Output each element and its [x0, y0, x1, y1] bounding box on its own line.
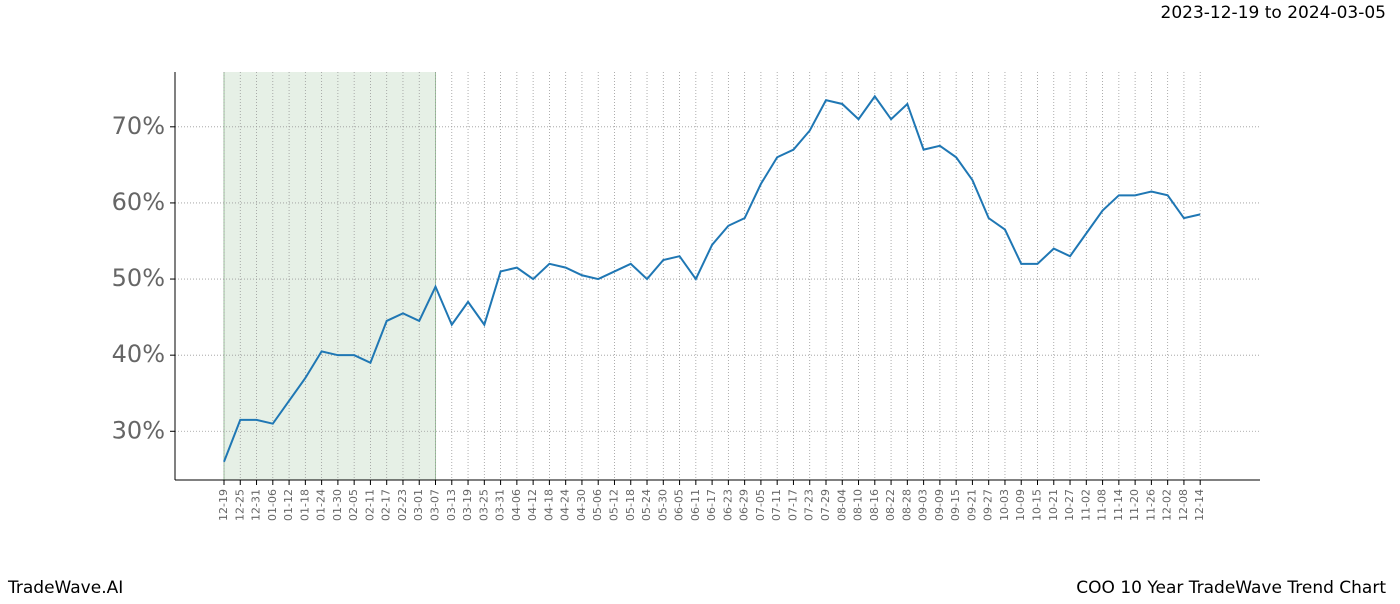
- y-tick-label: 40%: [112, 340, 165, 368]
- date-range: 2023-12-19 to 2024-03-05: [1161, 3, 1386, 23]
- x-tick-label: 04-30: [575, 489, 588, 521]
- x-tick-label: 09-09: [933, 489, 946, 521]
- x-tick-label: 12-25: [233, 489, 246, 521]
- x-tick-label: 12-14: [1193, 489, 1206, 521]
- x-tick-label: 01-24: [315, 489, 328, 521]
- x-tick-label: 01-06: [266, 489, 279, 521]
- x-tick-label: 03-31: [494, 489, 507, 521]
- x-tick-label: 05-30: [656, 489, 669, 521]
- x-tick-label: 10-15: [1031, 489, 1044, 521]
- x-tick-label: 09-27: [982, 489, 995, 521]
- x-tick-label: 02-23: [396, 489, 409, 521]
- x-tick-label: 11-02: [1079, 489, 1092, 521]
- x-tick-label: 04-06: [510, 489, 523, 521]
- x-tick-label: 08-22: [884, 489, 897, 521]
- x-tick-label: 04-18: [542, 489, 555, 521]
- x-tick-label: 03-19: [461, 489, 474, 521]
- x-tick-label: 11-20: [1128, 489, 1141, 521]
- x-tick-label: 11-14: [1112, 489, 1125, 521]
- x-tick-label: 05-24: [640, 489, 653, 521]
- x-tick-label: 03-07: [429, 489, 442, 521]
- x-tick-label: 06-05: [673, 489, 686, 521]
- x-tick-label: 12-08: [1177, 489, 1190, 521]
- chart-title: COO 10 Year TradeWave Trend Chart: [1076, 578, 1386, 598]
- x-tick-label: 02-17: [380, 489, 393, 521]
- x-tick-label: 09-03: [917, 489, 930, 521]
- x-tick-label: 06-29: [738, 489, 751, 521]
- x-tick-label: 03-25: [477, 489, 490, 521]
- trend-line: [223, 94, 1201, 463]
- x-tick-label: 05-12: [607, 489, 620, 521]
- x-tick-label: 08-28: [900, 489, 913, 521]
- x-tick-label: 11-26: [1144, 489, 1157, 521]
- x-tick-label: 01-30: [331, 489, 344, 521]
- y-tick-label: 50%: [112, 264, 165, 292]
- x-tick-label: 06-23: [721, 489, 734, 521]
- x-tick-label: 05-18: [624, 489, 637, 521]
- y-tick-label: 70%: [112, 112, 165, 140]
- x-tick-label: 07-17: [786, 489, 799, 521]
- x-tick-label: 02-11: [363, 489, 376, 521]
- x-tick-label: 10-03: [998, 489, 1011, 521]
- x-tick-label: 03-13: [445, 489, 458, 521]
- x-tick-label: 04-24: [559, 489, 572, 521]
- x-tick-label: 12-19: [217, 489, 230, 521]
- x-tick-label: 11-08: [1096, 489, 1109, 521]
- x-tick-label: 08-16: [868, 489, 881, 521]
- x-tick-label: 07-05: [754, 489, 767, 521]
- y-tick-label: 30%: [112, 416, 165, 444]
- x-tick-label: 09-15: [949, 489, 962, 521]
- x-tick-label: 08-04: [835, 489, 848, 521]
- x-tick-label: 02-05: [347, 489, 360, 521]
- shaded-region: [224, 72, 436, 480]
- x-tick-label: 01-12: [282, 489, 295, 521]
- x-tick-label: 07-11: [770, 489, 783, 521]
- x-tick-label: 12-02: [1161, 489, 1174, 521]
- x-tick-label: 05-06: [591, 489, 604, 521]
- x-tick-label: 09-21: [965, 489, 978, 521]
- x-tick-label: 07-29: [819, 489, 832, 521]
- x-tick-label: 10-21: [1047, 489, 1060, 521]
- x-tick-label: 12-31: [250, 489, 263, 521]
- x-tick-label: 06-11: [689, 489, 702, 521]
- brand: TradeWave.AI: [7, 578, 123, 598]
- x-tick-label: 03-01: [412, 489, 425, 521]
- x-tick-label: 01-18: [298, 489, 311, 521]
- x-tick-label: 04-12: [526, 489, 539, 521]
- y-tick-label: 60%: [112, 188, 165, 216]
- x-tick-label: 06-17: [705, 489, 718, 521]
- x-tick-label: 10-09: [1014, 489, 1027, 521]
- x-tick-label: 07-23: [803, 489, 816, 521]
- x-tick-label: 10-27: [1063, 489, 1076, 521]
- x-tick-label: 08-10: [852, 489, 865, 521]
